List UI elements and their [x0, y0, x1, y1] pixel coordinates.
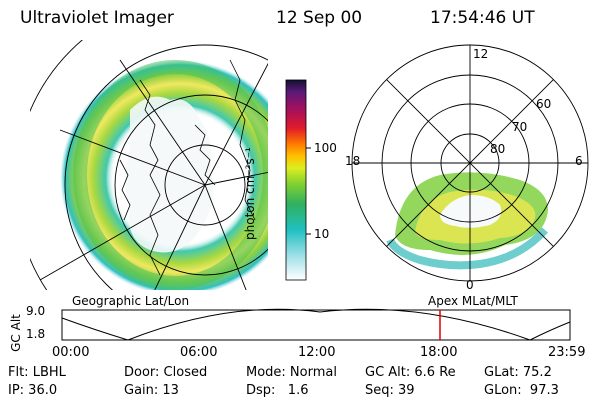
info-glon: GLon: 97.3	[484, 383, 559, 398]
altitude-strip	[61, 308, 571, 341]
colorbar-tick-100: 100	[314, 141, 337, 155]
geo-map-label: Geographic Lat/Lon	[72, 294, 190, 308]
geographic-map	[30, 40, 268, 290]
instrument-title: Ultraviolet Imager	[20, 8, 174, 28]
time-tick-1200: 12:00	[298, 345, 336, 360]
time-tick-1800: 18:00	[420, 345, 458, 360]
time-tick-0000: 00:00	[52, 345, 90, 360]
mlt-label-12: 12	[473, 47, 489, 61]
altitude-tick-max: 9.0	[26, 304, 46, 318]
info-glat: GLat: 75.2	[484, 365, 552, 380]
altitude-tick-min: 1.8	[26, 327, 46, 341]
mlat-label-80: 80	[490, 142, 506, 156]
time-tick-0600: 06:00	[180, 345, 218, 360]
info-door: Door: Closed	[124, 365, 208, 380]
mlt-label-18: 18	[345, 154, 361, 168]
mlt-label-6: 6	[575, 154, 583, 168]
info-mode: Mode: Normal	[246, 365, 337, 380]
colorbar-unit-label: photon cm⁻²s⁻¹	[243, 147, 257, 240]
mag-map-label: Apex MLat/MLT	[428, 294, 518, 308]
geo-grid	[30, 40, 268, 290]
info-gain: Gain: 13	[124, 383, 179, 398]
altitude-curve	[61, 308, 571, 341]
info-dsp: Dsp: 1.6	[246, 383, 309, 398]
info-gc-alt: GC Alt: 6.6 Re	[365, 365, 456, 380]
time-label: 17:54:46 UT	[430, 8, 535, 28]
info-seq: Seq: 39	[365, 383, 415, 398]
mlat-label-70: 70	[512, 120, 528, 134]
colorbar-tick-10: 10	[314, 227, 330, 241]
info-ip: IP: 36.0	[8, 383, 58, 398]
polar-plot	[351, 44, 589, 282]
mlt-label-0: 0	[466, 278, 474, 292]
polar-grid	[351, 44, 589, 282]
time-tick-2359: 23:59	[548, 345, 586, 360]
colorbar	[285, 79, 307, 281]
mlat-label-60: 60	[536, 97, 552, 111]
date-label: 12 Sep 00	[276, 8, 363, 28]
altitude-axis-title: GC Alt	[9, 314, 23, 352]
coastline	[139, 79, 161, 276]
info-flt: Flt: LBHL	[8, 365, 66, 380]
